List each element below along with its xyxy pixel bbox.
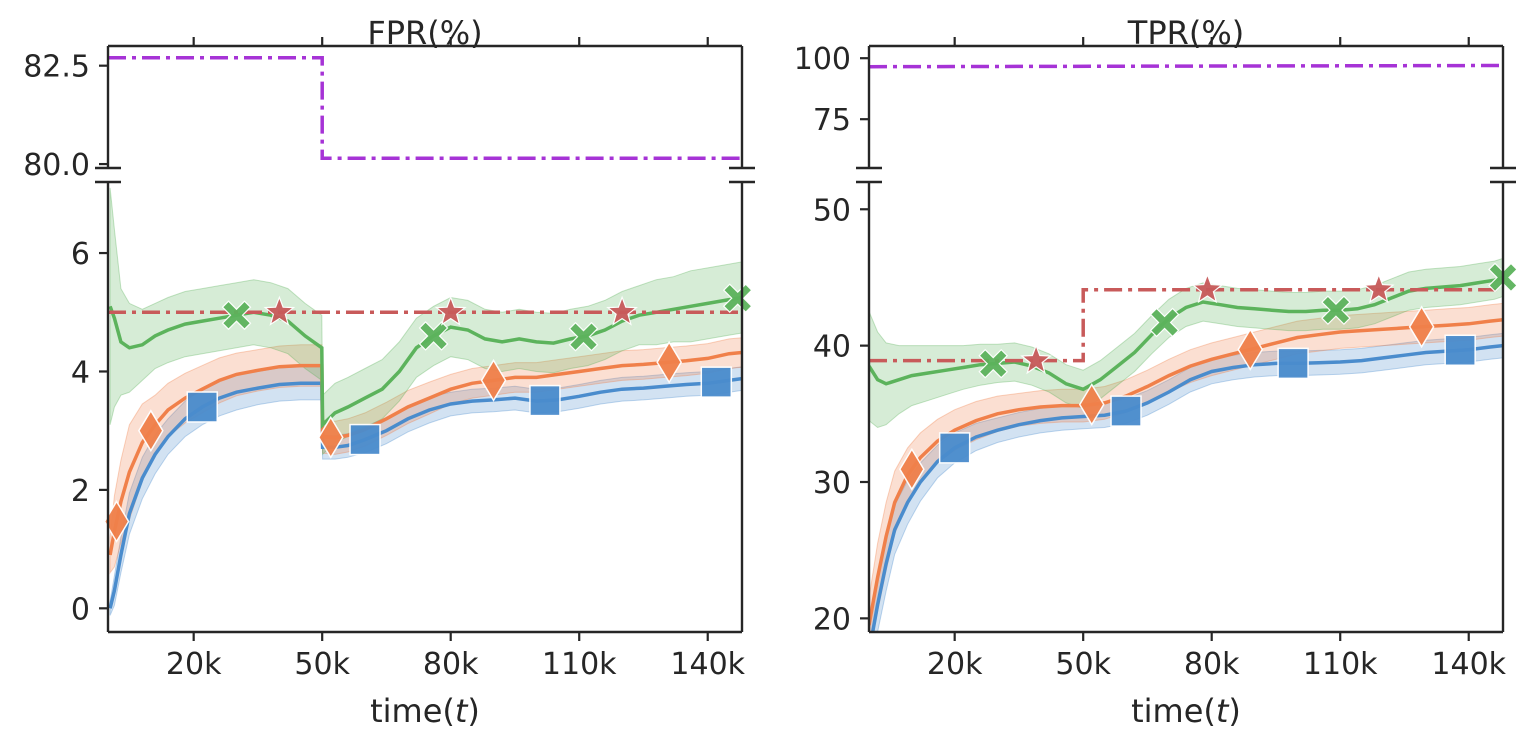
top-plot-area <box>108 56 742 160</box>
blue-marker <box>1110 395 1142 427</box>
top-plot-area <box>869 63 1503 69</box>
blue-marker <box>700 366 733 398</box>
blue-marker <box>1277 347 1309 380</box>
top-y-tick-label: 80.0 <box>23 148 90 183</box>
y-tick-label: 6 <box>71 237 90 272</box>
green-marker <box>1321 295 1351 326</box>
x-tick-label: 80k <box>1184 647 1240 682</box>
marker-layer <box>898 262 1518 491</box>
red-marker <box>606 295 638 326</box>
blue-marker <box>938 432 971 464</box>
green-marker <box>221 300 252 331</box>
green-marker <box>568 321 599 352</box>
orange-confidence-band <box>109 337 742 575</box>
top-y-tick-label: 100 <box>794 42 851 77</box>
purple-series-line <box>869 63 1503 69</box>
tpr-plot-layer <box>869 63 1518 632</box>
x-tick-label: 110k <box>1303 647 1378 682</box>
x-tick-label: 140k <box>1431 647 1506 682</box>
fpr-axes-layer: 20k 50k 80k 110k 140k 0 2 4 6 80.0 82.5 <box>23 37 755 682</box>
marker-layer <box>103 283 753 543</box>
green-marker <box>722 283 753 314</box>
red-marker <box>434 295 467 326</box>
blue-marker <box>349 423 381 456</box>
red-marker <box>1020 343 1052 375</box>
x-tick-label: 110k <box>542 647 617 682</box>
red-marker <box>263 295 296 326</box>
bottom-plot-area <box>869 257 1503 632</box>
y-tick-label: 40 <box>813 330 851 365</box>
red-marker <box>1191 272 1224 304</box>
orange-marker <box>1078 383 1105 427</box>
green-marker <box>418 321 449 351</box>
orange-marker <box>1408 305 1435 349</box>
y-tick-label: 30 <box>813 466 851 501</box>
top-y-tick-label: 75 <box>813 103 851 138</box>
green-confidence-band <box>109 187 742 456</box>
x-tick-label: 50k <box>1055 647 1111 682</box>
green-marker <box>978 348 1009 379</box>
tpr-x-axis-label: time(t) <box>1131 692 1241 730</box>
y-tick-label: 50 <box>813 193 851 228</box>
purple-series-line <box>108 56 742 160</box>
orange-marker <box>656 340 683 384</box>
red-series-line <box>869 287 1503 363</box>
x-tick-label: 140k <box>670 647 745 682</box>
fpr-x-axis-label: time(t) <box>370 692 480 730</box>
x-tick-label: 80k <box>423 647 479 682</box>
orange-marker <box>898 447 925 491</box>
x-tick-label: 20k <box>927 647 983 682</box>
orange-marker <box>1237 327 1264 371</box>
y-tick-label: 2 <box>71 474 90 509</box>
x-tick-label: 50k <box>294 647 350 682</box>
green-marker <box>1149 307 1180 338</box>
orange-marker <box>317 415 344 459</box>
orange-marker <box>137 409 164 453</box>
y-tick-label: 4 <box>71 355 90 390</box>
fpr-plot-layer <box>103 56 753 616</box>
orange-series-line <box>869 317 1503 626</box>
blue-marker <box>186 391 218 423</box>
tpr-axes-layer: 20k 50k 80k 110k 140k 20 30 40 50 75 100 <box>794 37 1516 682</box>
blue-marker <box>1444 334 1476 367</box>
orange-marker <box>480 358 507 402</box>
top-y-tick-label: 82.5 <box>23 50 90 85</box>
y-tick-label: 20 <box>813 602 851 637</box>
x-tick-label: 20k <box>166 647 222 682</box>
y-tick-label: 0 <box>71 592 90 627</box>
red-marker <box>1362 272 1395 304</box>
blue-marker <box>529 384 561 417</box>
blue-series-line <box>870 343 1503 632</box>
